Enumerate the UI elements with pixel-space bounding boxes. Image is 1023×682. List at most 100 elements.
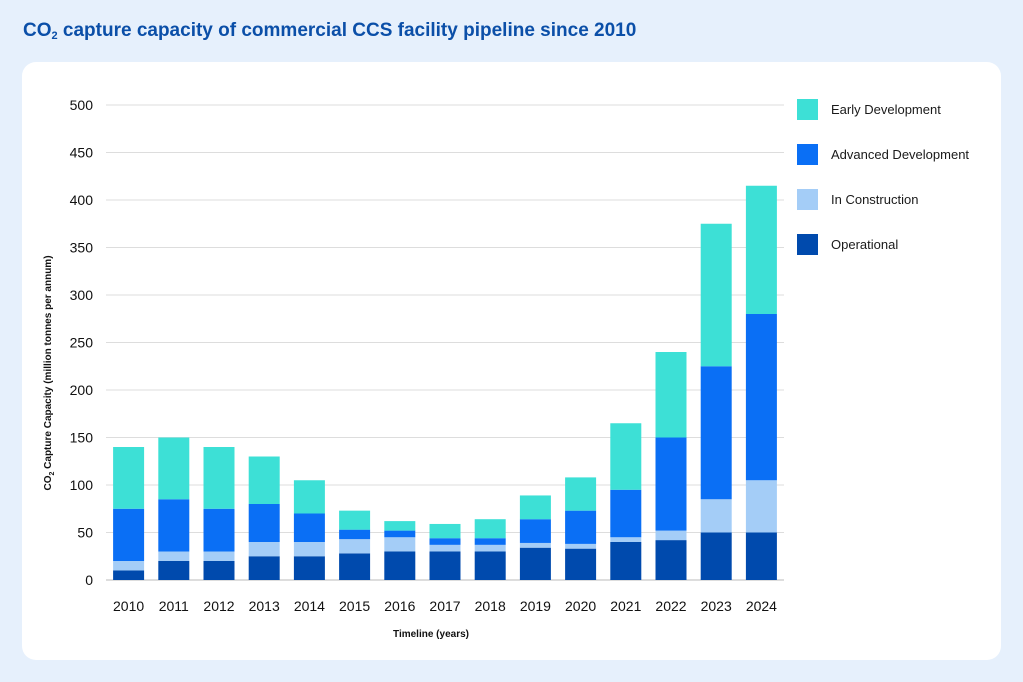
bar-in-construction-2010 <box>113 561 145 571</box>
bar-early-development-2022 <box>655 352 687 438</box>
x-tick-label-2015: 2015 <box>339 598 370 614</box>
bar-operational-2018 <box>474 551 506 580</box>
chart-card: 0 50 100 150 200 250 300 350 400 450 500 2010 2011 2… <box>22 62 1001 660</box>
bar-operational-2011 <box>158 561 190 580</box>
bar-in-construction-2014 <box>293 542 325 557</box>
legend-item-early-development: Early Development <box>797 98 969 120</box>
bar-in-construction-2023 <box>700 499 732 533</box>
bars <box>113 185 777 580</box>
legend-swatch-operational <box>797 233 818 255</box>
legend-swatch-in-construction <box>797 188 818 210</box>
bar-in-construction-2018 <box>474 544 506 552</box>
bar-operational-2024 <box>745 532 777 580</box>
bar-in-construction-2022 <box>655 530 687 541</box>
legend-label-early-development: Early Development <box>831 101 941 117</box>
x-tick-label-2023: 2023 <box>701 598 732 614</box>
bar-early-development-2023 <box>700 223 732 367</box>
bar-operational-2016 <box>384 551 416 580</box>
x-tick-label-2017: 2017 <box>429 598 460 614</box>
x-tick-label-2024: 2024 <box>746 598 777 614</box>
bar-operational-2013 <box>248 556 280 580</box>
x-tick-label-2019: 2019 <box>520 598 551 614</box>
bar-advanced-development-2018 <box>474 538 506 545</box>
bar-in-construction-2021 <box>610 537 642 542</box>
bar-advanced-development-2023 <box>700 366 732 500</box>
y-tick-label-450: 450 <box>70 145 94 161</box>
bar-operational-2014 <box>293 556 325 580</box>
bar-early-development-2010 <box>113 447 145 509</box>
y-tick-label-400: 400 <box>70 192 94 208</box>
bar-advanced-development-2020 <box>565 510 597 544</box>
x-tick-label-2011: 2011 <box>159 598 189 614</box>
bar-early-development-2014 <box>293 480 325 514</box>
legend-item-advanced-development: Advanced Development <box>797 143 969 165</box>
y-tick-label-100: 100 <box>70 477 94 493</box>
bar-advanced-development-2013 <box>248 504 280 542</box>
x-tick-label-2018: 2018 <box>475 598 506 614</box>
bar-advanced-development-2016 <box>384 530 416 538</box>
x-tick-label-2016: 2016 <box>384 598 415 614</box>
bar-early-development-2012 <box>203 447 235 509</box>
x-tick-label-2010: 2010 <box>113 598 144 614</box>
bar-operational-2019 <box>519 547 551 580</box>
legend-label-advanced-development: Advanced Development <box>831 146 970 162</box>
bar-operational-2010 <box>113 570 145 580</box>
bar-advanced-development-2022 <box>655 437 687 531</box>
y-axis-ticks: 0 50 100 150 200 250 300 350 400 450 500 <box>70 97 94 588</box>
bar-early-development-2021 <box>610 423 642 490</box>
bar-operational-2023 <box>700 532 732 580</box>
x-tick-label-2014: 2014 <box>294 598 325 614</box>
x-axis-label: Timeline (years) <box>393 629 469 640</box>
y-tick-label-350: 350 <box>70 240 94 256</box>
x-tick-label-2021: 2021 <box>610 598 641 614</box>
legend: Early Development Advanced Development In … <box>797 98 969 278</box>
bar-in-construction-2020 <box>565 543 597 549</box>
bar-early-development-2011 <box>158 437 190 500</box>
y-tick-label-0: 0 <box>85 572 93 588</box>
bar-early-development-2020 <box>565 477 597 511</box>
bar-early-development-2024 <box>745 185 777 314</box>
bar-operational-2017 <box>429 551 461 580</box>
y-tick-label-250: 250 <box>70 335 94 351</box>
bar-in-construction-2024 <box>745 480 777 533</box>
bar-early-development-2015 <box>339 510 371 530</box>
bar-advanced-development-2014 <box>293 513 325 542</box>
legend-label-in-construction: In Construction <box>831 191 919 207</box>
bar-early-development-2017 <box>429 523 461 539</box>
bar-in-construction-2012 <box>203 551 235 561</box>
bar-advanced-development-2015 <box>339 529 371 540</box>
bar-early-development-2013 <box>248 456 280 504</box>
y-tick-label-50: 50 <box>77 525 93 541</box>
legend-swatch-early-development <box>797 98 818 120</box>
bar-in-construction-2011 <box>158 551 190 561</box>
legend-item-in-construction: In Construction <box>797 188 969 210</box>
bar-in-construction-2019 <box>519 542 551 548</box>
bar-early-development-2019 <box>519 495 551 520</box>
y-tick-label-500: 500 <box>70 97 94 113</box>
bar-in-construction-2015 <box>339 539 371 554</box>
bar-in-construction-2016 <box>384 537 416 552</box>
bar-operational-2020 <box>565 548 597 580</box>
x-tick-label-2013: 2013 <box>249 598 280 614</box>
x-tick-label-2020: 2020 <box>565 598 596 614</box>
bar-advanced-development-2024 <box>745 314 777 481</box>
x-tick-label-2022: 2022 <box>655 598 686 614</box>
bar-operational-2021 <box>610 542 642 580</box>
bar-advanced-development-2019 <box>519 519 551 543</box>
legend-swatch-advanced-development <box>797 143 818 165</box>
bar-advanced-development-2021 <box>610 489 642 538</box>
bar-early-development-2016 <box>384 521 416 531</box>
bar-advanced-development-2017 <box>429 538 461 545</box>
bar-operational-2015 <box>339 553 371 580</box>
legend-item-operational: Operational <box>797 233 969 255</box>
bar-operational-2012 <box>203 561 235 580</box>
x-tick-label-2012: 2012 <box>203 598 234 614</box>
x-axis-ticks: 2010 2011 2012 2013 2014 2015 2016 2017 2018 2019… <box>113 598 777 614</box>
bar-early-development-2018 <box>474 519 506 539</box>
bar-operational-2022 <box>655 540 687 580</box>
bar-advanced-development-2010 <box>113 508 145 561</box>
bar-advanced-development-2011 <box>158 499 190 552</box>
bar-advanced-development-2012 <box>203 508 235 552</box>
legend-label-operational: Operational <box>831 236 899 252</box>
